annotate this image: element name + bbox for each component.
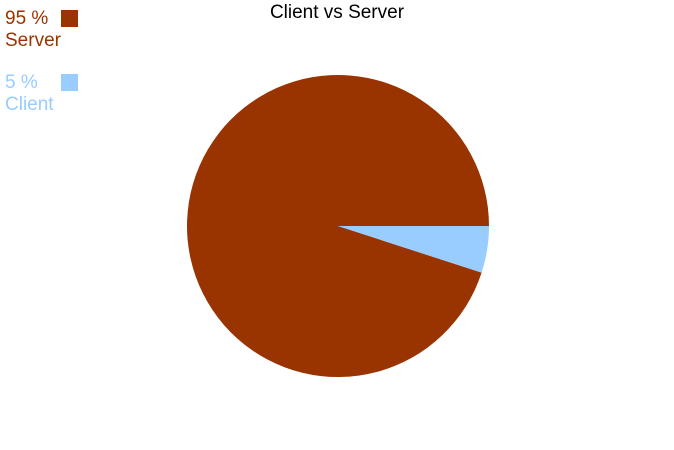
- legend-percent-server: 95 %: [5, 8, 49, 29]
- pie-slice-server: [186, 74, 489, 377]
- pie-slice-client: [338, 226, 489, 273]
- legend-label-client: Client: [5, 94, 54, 115]
- legend-item-client: 5 % Client: [5, 72, 95, 136]
- legend-item-server: 95 % Server: [5, 8, 95, 72]
- chart-title: Client vs Server: [269, 2, 405, 23]
- legend-label-server: Server: [5, 30, 61, 51]
- legend-percent-client: 5 %: [5, 72, 38, 93]
- legend-swatch-client: [61, 74, 78, 91]
- legend-swatch-server: [61, 10, 78, 27]
- legend: 95 % Server 5 % Client: [5, 8, 95, 136]
